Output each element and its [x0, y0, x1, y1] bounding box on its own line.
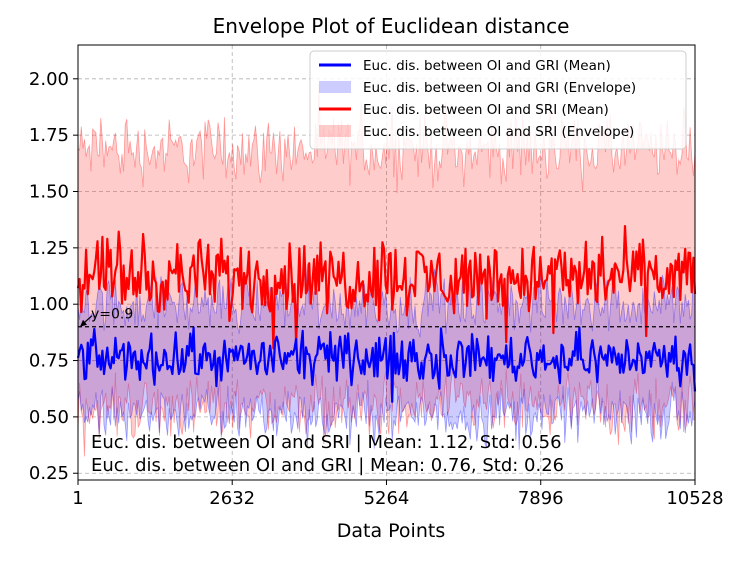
- y-tick-label: 1.25: [29, 238, 69, 259]
- gri-mean-line: [76, 326, 697, 403]
- mean-line-layer: [76, 225, 697, 403]
- y-tick-label: 0.25: [29, 463, 69, 484]
- x-tick-label: 10528: [666, 488, 723, 509]
- x-tick-label: 5264: [364, 488, 410, 509]
- reference-arrowhead: [80, 319, 87, 327]
- stats-annotation-sri: Euc. dis. between OI and SRI | Mean: 1.1…: [91, 432, 562, 453]
- y-tick-label: 0.50: [29, 407, 69, 428]
- sri-mean-line: [76, 225, 697, 350]
- y-tick-label: 2.00: [29, 69, 69, 90]
- x-tick-label: 7896: [518, 488, 564, 509]
- y-tick-label: 1.50: [29, 182, 69, 203]
- legend-label-sri-envelope: Euc. dis. between OI and SRI (Envelope): [363, 124, 634, 140]
- legend-label-sri-mean: Euc. dis. between OI and SRI (Mean): [363, 102, 609, 118]
- stats-annotations: Euc. dis. between OI and SRI | Mean: 1.1…: [91, 432, 564, 476]
- y-tick-label: 0.75: [29, 351, 69, 372]
- x-axis-label: Data Points: [337, 520, 445, 542]
- stats-annotation-gri: Euc. dis. between OI and GRI | Mean: 0.7…: [91, 455, 564, 476]
- x-tick-label: 2632: [209, 488, 255, 509]
- legend-swatch-gri-envelope: [319, 81, 351, 93]
- y-tick-label: 1.75: [29, 125, 69, 146]
- reference-line-layer: y=0.9: [78, 307, 695, 328]
- legend-label-gri-mean: Euc. dis. between OI and GRI (Mean): [363, 58, 611, 74]
- legend: Euc. dis. between OI and GRI (Mean) Euc.…: [309, 50, 687, 150]
- reference-line-label: y=0.9: [91, 307, 133, 323]
- legend-label-gri-envelope: Euc. dis. between OI and GRI (Envelope): [363, 80, 636, 96]
- x-tick-label: 1: [72, 488, 83, 509]
- y-tick-label: 1.00: [29, 294, 69, 315]
- legend-box: [309, 50, 687, 150]
- envelope-layer: [77, 83, 696, 457]
- axis-ticks: 0.25 0.50 0.75 1.00 1.25 1.50 1.75 2.00 1 2632 526…: [29, 69, 724, 509]
- legend-swatch-sri-envelope: [319, 125, 351, 137]
- chart-title: Envelope Plot of Euclidean distance: [213, 14, 570, 38]
